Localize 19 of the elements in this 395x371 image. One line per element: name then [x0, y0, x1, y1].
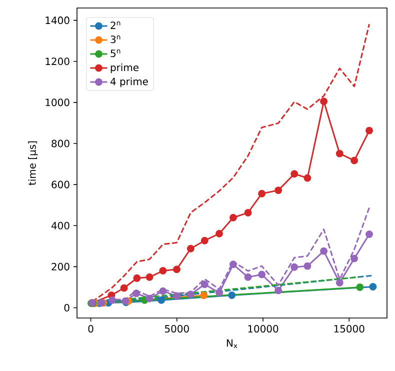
legend-label: 4 prime — [110, 78, 148, 88]
y-tick-label: 1000 — [46, 98, 70, 106]
y-tick-label: 0 — [64, 304, 70, 312]
y-axis-title: time [µs] — [28, 141, 38, 186]
x-tick-label: 15000 — [334, 324, 364, 333]
x-tick-label: 5000 — [164, 324, 189, 333]
y-tick-label: 1200 — [46, 58, 70, 66]
x-tick-label: 10000 — [248, 324, 278, 333]
y-tick-label: 800 — [52, 140, 70, 148]
legend-label: 3$^{n}$ — [110, 35, 120, 44]
x-axis-title: N$_{x}$ — [226, 339, 238, 348]
legend-label: prime — [110, 63, 138, 74]
y-tick-label: 1400 — [46, 16, 70, 24]
y-tick-label: 400 — [51, 222, 70, 230]
legend-label: 5$^{n}$ — [110, 49, 120, 58]
y-tick-label: 600 — [52, 180, 70, 188]
x-tick-label: 0 — [88, 324, 94, 333]
legend-label: 2$^{n}$ — [110, 21, 120, 30]
y-tick-label: 200 — [52, 262, 70, 270]
